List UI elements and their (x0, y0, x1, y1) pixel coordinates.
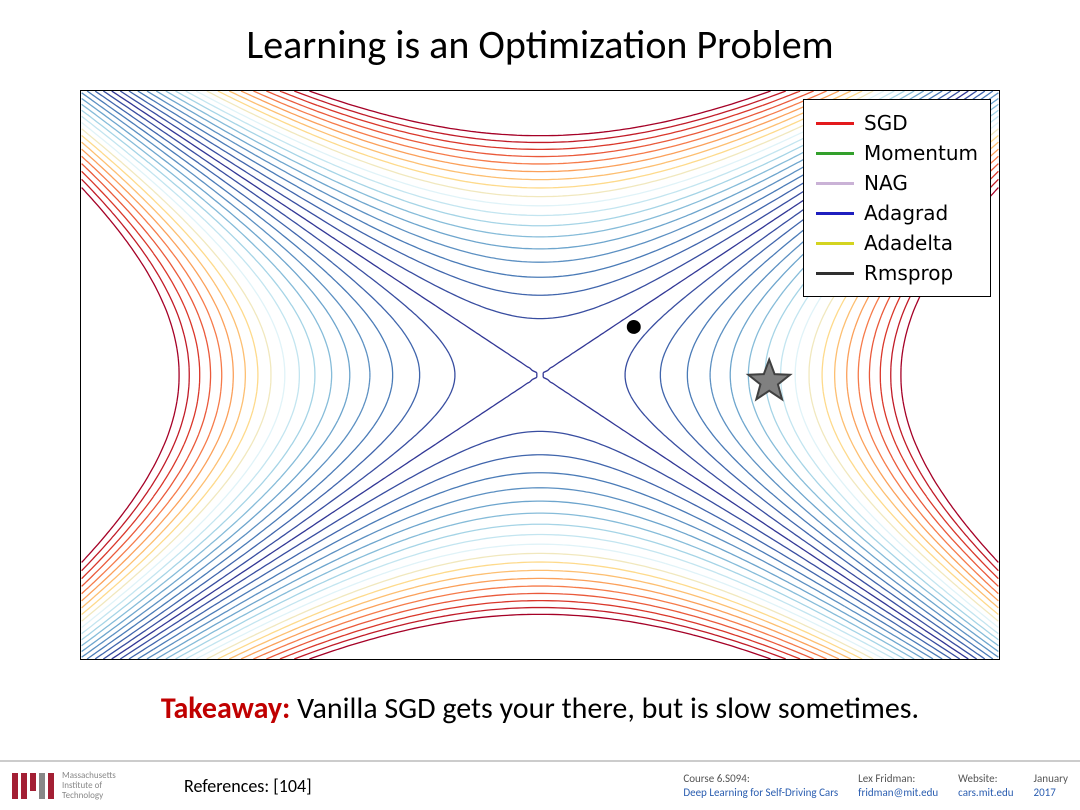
takeaway-label: Takeaway: (161, 690, 290, 727)
footer-col: Website:cars.mit.edu (958, 772, 1013, 801)
legend-swatch (816, 242, 854, 245)
footer-col: January2017 (1034, 772, 1068, 801)
legend-swatch (816, 152, 854, 155)
contour-chart: SGD Momentum NAG Adagrad Adadelta Rmsprop (80, 90, 1000, 660)
legend: SGD Momentum NAG Adagrad Adadelta Rmsprop (803, 99, 991, 297)
references: References: [104] (184, 775, 663, 797)
legend-label: SGD (864, 111, 908, 135)
footer-col: Course 6.S094:Deep Learning for Self-Dri… (683, 772, 838, 801)
mit-logo-text: Massachusetts Institute of Technology (62, 771, 116, 801)
legend-swatch (816, 212, 854, 215)
mit-logo-bars (12, 773, 54, 799)
dot-marker (627, 320, 641, 334)
legend-item: SGD (816, 108, 978, 138)
legend-item: Rmsprop (816, 258, 978, 288)
takeaway-text: Takeaway: Vanilla SGD gets your there, b… (0, 690, 1080, 727)
legend-swatch (816, 272, 854, 275)
legend-item: Adagrad (816, 198, 978, 228)
takeaway-body: Vanilla SGD gets your there, but is slow… (290, 690, 919, 727)
legend-label: Adagrad (864, 201, 948, 225)
legend-label: Rmsprop (864, 261, 953, 285)
legend-swatch (816, 122, 854, 125)
legend-item: NAG (816, 168, 978, 198)
mit-logo: Massachusetts Institute of Technology (12, 771, 172, 801)
legend-label: Momentum (864, 141, 978, 165)
slide-title: Learning is an Optimization Problem (0, 0, 1080, 69)
legend-label: NAG (864, 171, 908, 195)
legend-label: Adadelta (864, 231, 953, 255)
footer-col: Lex Fridman:fridman@mit.edu (858, 772, 938, 801)
legend-item: Adadelta (816, 228, 978, 258)
legend-item: Momentum (816, 138, 978, 168)
footer: Massachusetts Institute of Technology Re… (0, 760, 1080, 810)
legend-swatch (816, 182, 854, 185)
